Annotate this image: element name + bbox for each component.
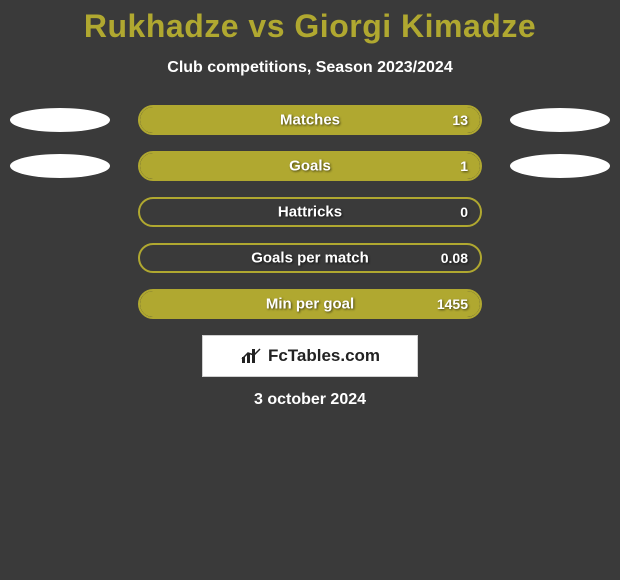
stat-label: Goals bbox=[289, 158, 331, 175]
subtitle: Club competitions, Season 2023/2024 bbox=[0, 59, 620, 77]
stat-row: Min per goal 1455 bbox=[0, 289, 620, 319]
bars-list: Matches 13 Goals 1 Hattricks 0 Goals per match… bbox=[0, 105, 620, 319]
logo-text: FcTables.com bbox=[268, 346, 380, 366]
stat-bar: Goals per match 0.08 bbox=[138, 243, 482, 273]
right-ellipse bbox=[510, 108, 610, 132]
stat-value: 1455 bbox=[437, 296, 468, 312]
stat-label: Hattricks bbox=[278, 204, 342, 221]
stat-row: Goals per match 0.08 bbox=[0, 243, 620, 273]
stat-row: Matches 13 bbox=[0, 105, 620, 135]
stat-bar: Goals 1 bbox=[138, 151, 482, 181]
stat-bar: Matches 13 bbox=[138, 105, 482, 135]
left-ellipse bbox=[10, 154, 110, 178]
stat-bar: Min per goal 1455 bbox=[138, 289, 482, 319]
stat-label: Matches bbox=[280, 112, 340, 129]
barchart-icon bbox=[240, 347, 262, 365]
right-ellipse bbox=[510, 154, 610, 178]
stat-value: 13 bbox=[452, 112, 468, 128]
stat-bar: Hattricks 0 bbox=[138, 197, 482, 227]
comparison-card: Rukhadze vs Giorgi Kimadze Club competit… bbox=[0, 0, 620, 409]
logo-box[interactable]: FcTables.com bbox=[202, 335, 418, 377]
stat-label: Min per goal bbox=[266, 296, 354, 313]
stat-row: Goals 1 bbox=[0, 151, 620, 181]
stat-value: 0 bbox=[460, 204, 468, 220]
stat-value: 0.08 bbox=[441, 250, 468, 266]
stat-label: Goals per match bbox=[251, 250, 369, 267]
date-text: 3 october 2024 bbox=[0, 391, 620, 409]
page-title: Rukhadze vs Giorgi Kimadze bbox=[0, 8, 620, 45]
stat-value: 1 bbox=[460, 158, 468, 174]
stat-row: Hattricks 0 bbox=[0, 197, 620, 227]
left-ellipse bbox=[10, 108, 110, 132]
